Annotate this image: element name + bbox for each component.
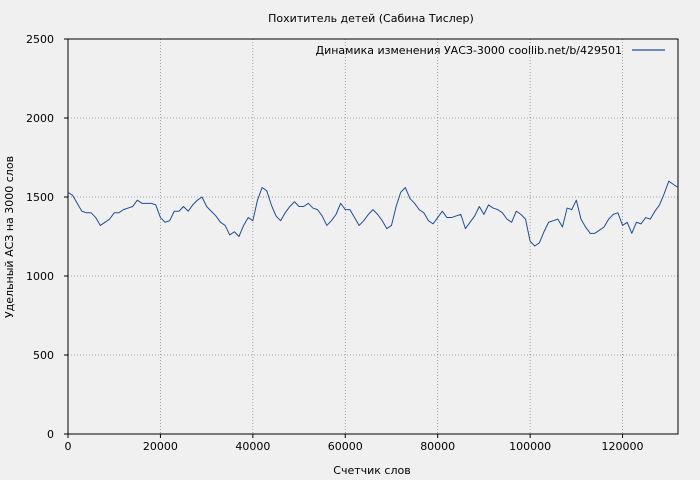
y-tick-label: 1000 [26,270,54,283]
y-tick-label: 500 [33,349,54,362]
x-tick-label: 40000 [235,440,270,453]
x-tick-label: 20000 [143,440,178,453]
x-tick-label: 0 [65,440,72,453]
grid-lines [68,39,678,434]
y-tick-label: 1500 [26,191,54,204]
y-tick-label: 0 [47,428,54,441]
series-layer [67,180,679,247]
x-axis-label: Счетчик слов [333,464,410,477]
x-tick-label: 60000 [328,440,363,453]
legend-entry-label: Динамика изменения УАСЗ-3000 coollib.net… [316,44,623,57]
series-line [67,180,679,247]
y-tick-label: 2500 [26,33,54,46]
axis-ticks: 0 20000 40000 60000 80000 100000 120000 0 500 100… [26,33,644,453]
y-axis-label: Удельный АСЗ на 3000 слов [3,156,16,318]
plot-area-frame [67,38,679,435]
legend: Динамика изменения УАСЗ-3000 coollib.net… [316,44,665,57]
x-tick-label: 80000 [420,440,455,453]
x-tick-label: 100000 [509,440,551,453]
x-tick-label: 120000 [602,440,644,453]
y-tick-label: 2000 [26,112,54,125]
chart-title: Похититель детей (Сабина Тислер) [268,12,474,25]
